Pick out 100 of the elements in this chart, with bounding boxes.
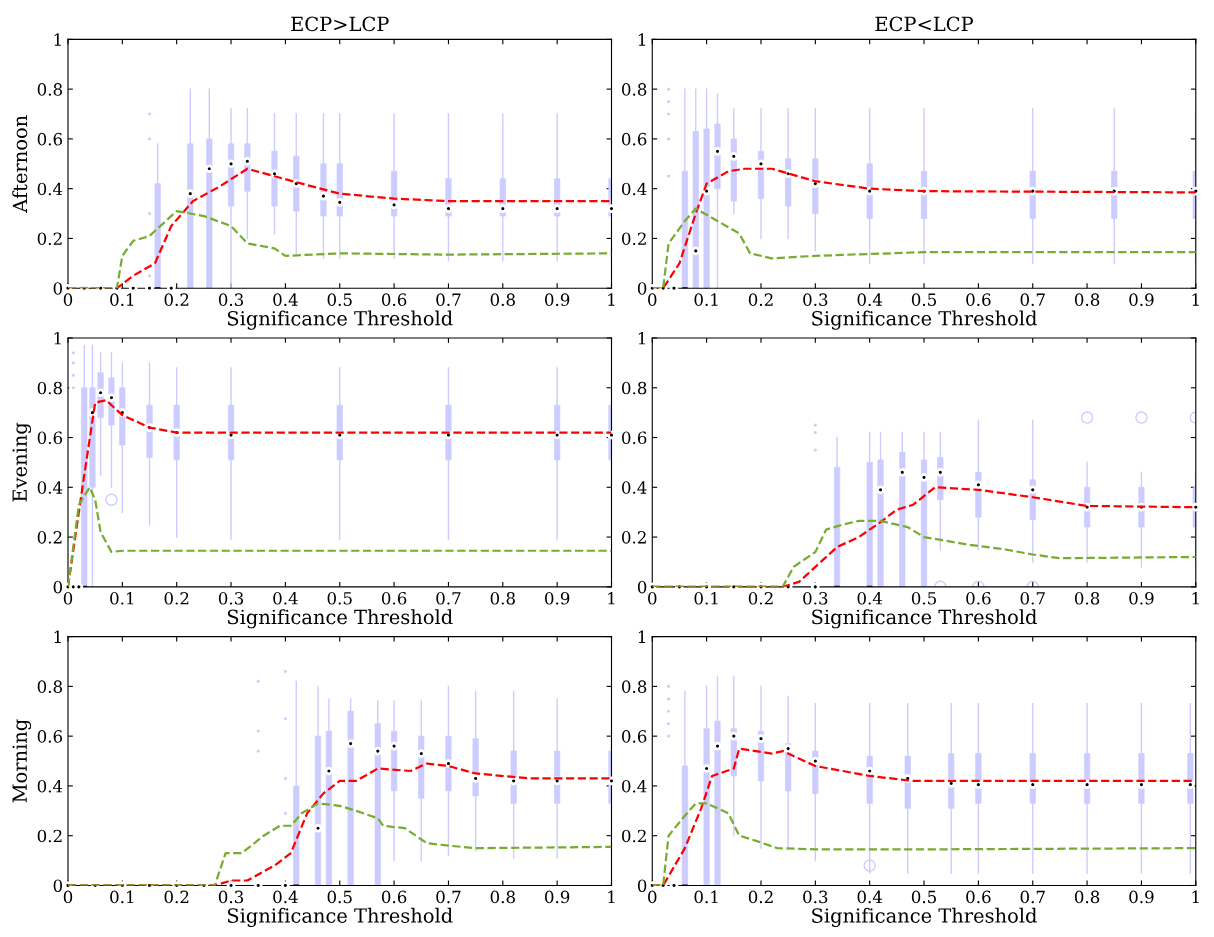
x-tick-label: 0 <box>63 591 73 605</box>
x-tick-label: 0.5 <box>327 591 352 605</box>
x-tick-label: 0.3 <box>218 293 244 306</box>
x-tick-label: 0.4 <box>857 293 883 306</box>
x-tick-label: 0.9 <box>1129 591 1154 605</box>
x-tick-label: 0.4 <box>857 591 883 605</box>
x-tick-label: 0.2 <box>164 591 189 605</box>
x-tick-label: 0 <box>648 591 657 605</box>
y-tick-label: 0.8 <box>37 680 62 693</box>
x-tick-label: 0.8 <box>1074 890 1100 904</box>
x-axis-title: Significance Threshold <box>227 907 453 927</box>
x-tick-label: 0 <box>63 293 73 306</box>
x-tick-label: 0.9 <box>1129 890 1154 904</box>
y-tick-label: 1 <box>54 630 61 643</box>
x-tick-label: 0.6 <box>966 591 991 605</box>
y-tick-label: 0.4 <box>622 779 647 793</box>
y-tick-label: 0.2 <box>37 232 62 246</box>
x-tick-label: 0.9 <box>545 890 570 904</box>
x-tick-label: 0.9 <box>545 293 570 306</box>
chart-title: ECP<LCP <box>875 16 973 32</box>
x-tick-label: 0.6 <box>381 890 407 904</box>
x-tick-label: 0.5 <box>911 591 936 605</box>
x-tick-label: 0.4 <box>273 591 298 605</box>
x-tick-label: 0.7 <box>1020 591 1045 605</box>
x-axis-title: Significance Threshold <box>812 310 1037 330</box>
x-tick-label: 0.7 <box>436 890 461 904</box>
y-tick-label: 0 <box>53 879 63 893</box>
x-tick-label: 0.2 <box>748 293 773 306</box>
x-axis-title: Significance Threshold <box>227 310 453 330</box>
y-tick-label: 0.4 <box>37 481 63 494</box>
x-tick-label: 0.9 <box>545 591 570 605</box>
y-tick-label: 0.6 <box>622 431 647 445</box>
y-tick-label: 0.6 <box>37 730 63 743</box>
x-tick-label: 0 <box>648 293 657 306</box>
x-tick-label: 0.8 <box>1074 293 1100 306</box>
x-tick-label: 0.8 <box>490 890 515 904</box>
x-tick-label: 0.1 <box>694 293 718 306</box>
y-tick-label: 0.4 <box>37 182 63 196</box>
y-tick-label: 0.6 <box>622 132 647 146</box>
x-tick-label: 0.2 <box>164 293 189 306</box>
x-tick-label: 0.2 <box>164 890 189 904</box>
x-tick-label: 0 <box>648 890 657 904</box>
x-tick-label: 0.4 <box>273 890 298 904</box>
x-tick-label: 0.5 <box>911 890 936 904</box>
x-tick-label: 0.8 <box>1074 591 1100 605</box>
x-tick-label: 0.7 <box>436 293 461 306</box>
x-tick-label: 0.7 <box>1020 890 1045 904</box>
x-tick-label: 1 <box>608 591 615 605</box>
y-tick-label: 0.8 <box>37 83 62 96</box>
x-tick-label: 0.8 <box>490 293 515 306</box>
y-tick-label: 0.4 <box>37 779 63 793</box>
x-tick-label: 0 <box>63 890 73 904</box>
y-tick-label: 0.8 <box>622 381 647 395</box>
x-axis-title: Significance Threshold <box>812 609 1037 629</box>
x-axis-title: Significance Threshold <box>812 907 1037 927</box>
x-tick-label: 0.1 <box>110 890 134 904</box>
x-tick-label: 0.1 <box>110 293 134 306</box>
x-tick-label: 0.7 <box>1020 293 1045 306</box>
y-tick-label: 0.2 <box>37 829 62 843</box>
y-tick-label: 1 <box>54 33 61 46</box>
x-tick-label: 0.3 <box>218 890 244 904</box>
x-tick-label: 0.3 <box>803 293 828 306</box>
y-axis-title: Afternoon <box>12 115 28 213</box>
x-tick-label: 1 <box>608 293 615 306</box>
x-tick-label: 1 <box>1192 293 1199 306</box>
x-tick-label: 0.3 <box>218 591 244 605</box>
x-axis-title: Significance Threshold <box>227 609 453 629</box>
y-tick-label: 0.6 <box>37 132 63 146</box>
y-tick-label: 0 <box>637 282 647 295</box>
y-tick-label: 0.8 <box>622 680 647 693</box>
y-tick-label: 0.6 <box>37 431 63 445</box>
x-tick-label: 0.1 <box>110 591 134 605</box>
y-axis-title: Evening <box>12 422 32 502</box>
y-tick-label: 1 <box>638 630 646 643</box>
x-tick-label: 0.1 <box>694 890 718 904</box>
x-tick-label: 0.1 <box>694 591 718 605</box>
x-tick-label: 0.2 <box>748 591 773 605</box>
x-tick-label: 0.2 <box>748 890 773 904</box>
x-tick-label: 0.6 <box>381 591 407 605</box>
x-tick-label: 0.4 <box>273 293 298 306</box>
x-tick-label: 0.3 <box>803 591 828 605</box>
y-tick-label: 1 <box>638 33 646 46</box>
y-tick-label: 0.8 <box>622 83 647 96</box>
x-tick-label: 1 <box>608 890 615 903</box>
y-tick-label: 0.2 <box>622 829 646 843</box>
x-tick-label: 0.9 <box>1129 293 1154 306</box>
y-tick-label: 0 <box>53 282 63 295</box>
y-tick-label: 0.2 <box>622 531 646 544</box>
x-tick-label: 1 <box>1192 890 1199 903</box>
x-tick-label: 0.5 <box>911 293 936 306</box>
x-tick-label: 0.3 <box>803 890 828 904</box>
x-tick-label: 0.8 <box>490 591 515 605</box>
x-tick-label: 0.7 <box>436 591 461 605</box>
y-tick-label: 0.4 <box>622 481 647 494</box>
y-tick-label: 0.2 <box>622 232 646 246</box>
x-tick-label: 0.5 <box>327 890 352 904</box>
y-tick-label: 0.6 <box>622 730 647 743</box>
x-tick-label: 1 <box>1192 591 1199 605</box>
x-tick-label: 0.6 <box>966 890 991 904</box>
y-tick-label: 0 <box>637 879 647 893</box>
